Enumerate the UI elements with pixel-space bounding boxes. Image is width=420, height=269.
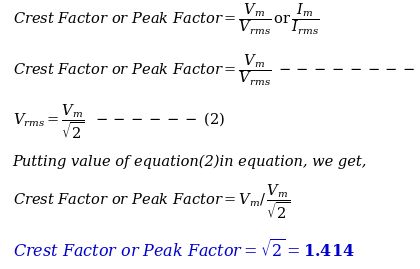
Text: $V_{rms} = \dfrac{V_m}{\sqrt{2}}\;\;------\ (2)$: $V_{rms} = \dfrac{V_m}{\sqrt{2}}\;\;----… bbox=[13, 102, 225, 140]
Text: Putting value of equation(2)in equation, we get,: Putting value of equation(2)in equation,… bbox=[13, 154, 367, 169]
Text: $\mathit{Crest\ Factor\ or\ Peak\ Factor} = \dfrac{V_m}{V_{rms}}\;----------(1)$: $\mathit{Crest\ Factor\ or\ Peak\ Factor… bbox=[13, 52, 420, 88]
Text: $\mathit{Crest\ Factor\ or\ Peak\ Factor} = V_m/\,\dfrac{V_m}{\sqrt{2}}$: $\mathit{Crest\ Factor\ or\ Peak\ Factor… bbox=[13, 182, 290, 221]
Text: $\mathbf{\mathit{Crest\ Factor\ or\ Peak\ Factor}} = \sqrt{2} = \mathbf{1.414}$: $\mathbf{\mathit{Crest\ Factor\ or\ Peak… bbox=[13, 239, 354, 261]
Text: $\mathit{Crest\ Factor\ or\ Peak\ Factor} = \dfrac{V_m}{V_{rms}}\,\mathrm{or}\,\: $\mathit{Crest\ Factor\ or\ Peak\ Factor… bbox=[13, 1, 320, 37]
